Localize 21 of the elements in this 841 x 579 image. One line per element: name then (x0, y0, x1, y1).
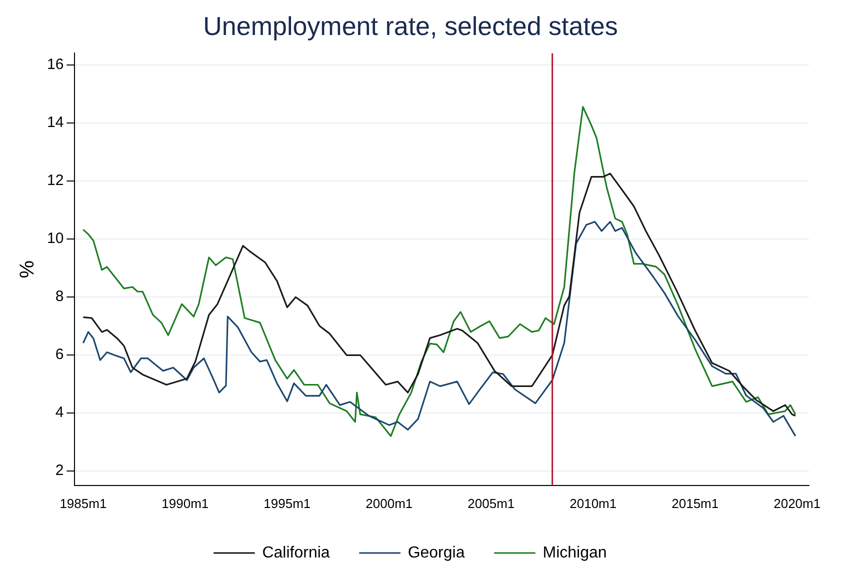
y-axis-title: % (16, 260, 39, 278)
y-tick-label: 8 (55, 288, 64, 305)
x-tick-label: 2020m1 (774, 496, 821, 511)
y-tick-label: 10 (46, 230, 64, 247)
legend-label: California (262, 544, 330, 562)
y-tick-label: 2 (55, 462, 64, 480)
y-tick-label: 6 (55, 346, 64, 364)
x-tick-label: 2010m1 (570, 496, 617, 511)
y-tick-label: 12 (46, 172, 64, 189)
y-tick-label: 4 (55, 404, 64, 422)
x-tick-label: 1995m1 (264, 496, 311, 511)
x-tick-label: 2015m1 (672, 496, 719, 511)
y-tick-label: 16 (46, 56, 64, 73)
x-tick-label: 1985m1 (60, 496, 107, 511)
chart-title: Unemployment rate, selected states (203, 10, 618, 41)
x-tick-label: 2000m1 (366, 496, 413, 511)
legend-label: Georgia (408, 544, 465, 562)
y-tick-label: 14 (46, 114, 64, 131)
x-tick-label: 2005m1 (468, 496, 515, 511)
legend-label: Michigan (542, 544, 607, 562)
x-tick-label: 1990m1 (162, 496, 209, 511)
